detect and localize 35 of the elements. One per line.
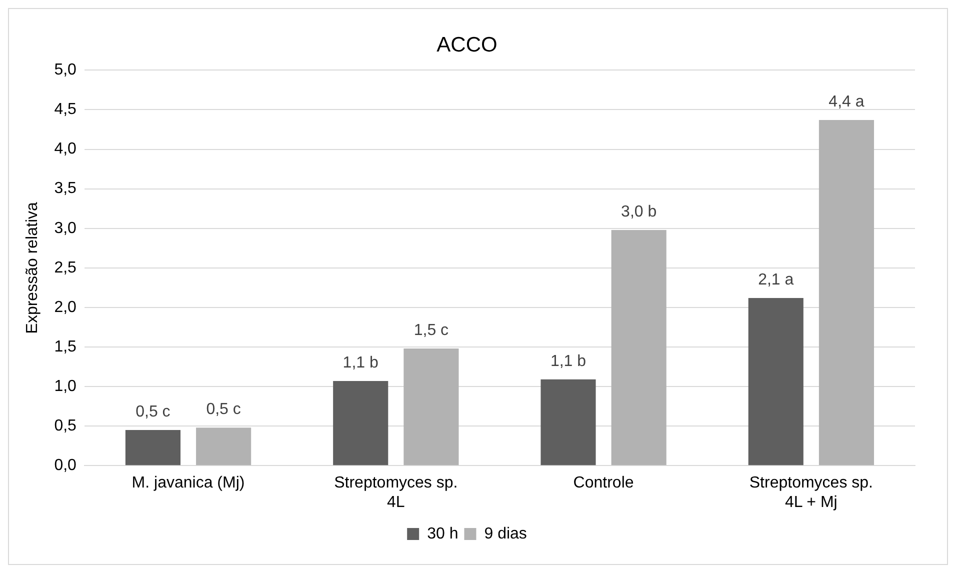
data-label: 0,5 c bbox=[136, 403, 170, 420]
legend-label: 30 h bbox=[427, 525, 458, 542]
data-label: 4,4 a bbox=[828, 93, 864, 110]
chart-title: ACCO bbox=[436, 33, 498, 56]
data-label: 0,5 c bbox=[206, 401, 241, 418]
bar bbox=[540, 379, 596, 466]
bar bbox=[748, 298, 804, 466]
bar bbox=[611, 230, 666, 466]
y-tick-label: 0,0 bbox=[54, 457, 77, 474]
bar bbox=[333, 380, 388, 466]
y-tick-label: 4,5 bbox=[54, 101, 77, 118]
legend-label: 9 dias bbox=[484, 525, 527, 542]
x-tick-label: Controle bbox=[573, 474, 634, 492]
y-tick-label: 3,5 bbox=[54, 180, 77, 198]
y-tick-label: 3,0 bbox=[54, 220, 77, 237]
bar bbox=[818, 120, 874, 466]
data-label: 1,5 c bbox=[414, 322, 449, 339]
x-tick-label: Streptomyces sp. 4L + Mj bbox=[749, 474, 873, 511]
x-tick-label: M. javanica (Mj) bbox=[132, 474, 245, 492]
data-label: 1,1 b bbox=[342, 354, 378, 372]
data-label: 2,1 a bbox=[758, 271, 794, 288]
bar bbox=[196, 428, 252, 466]
bar bbox=[404, 348, 459, 466]
data-label: 1,1 b bbox=[550, 352, 586, 370]
y-tick-label: 4,0 bbox=[54, 140, 77, 158]
y-tick-label: 2,5 bbox=[54, 259, 77, 276]
data-label: 3,0 b bbox=[621, 203, 657, 220]
y-tick-label: 1,0 bbox=[54, 378, 77, 395]
x-tick-label: Streptomyces sp. 4L bbox=[334, 474, 458, 511]
bar bbox=[125, 430, 180, 466]
y-tick-label: 2,0 bbox=[54, 298, 77, 316]
y-tick-label: 5,0 bbox=[54, 62, 77, 79]
y-axis-title: Expressão relativa bbox=[24, 202, 42, 334]
y-tick-label: 1,5 bbox=[54, 338, 77, 356]
y-tick-label: 0,5 bbox=[54, 417, 77, 434]
